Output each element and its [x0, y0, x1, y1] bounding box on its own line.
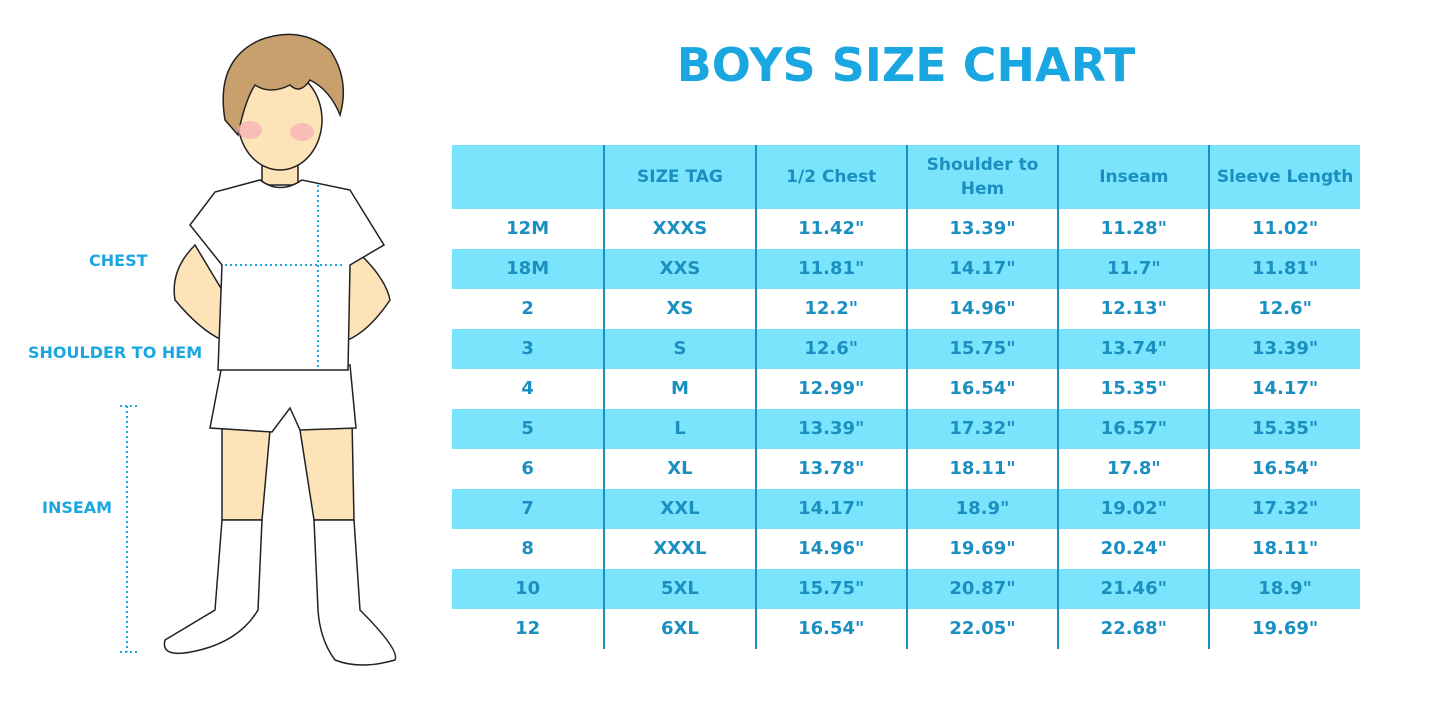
- table-cell: 11.81": [1208, 249, 1359, 289]
- table-cell: 19.69": [905, 529, 1057, 569]
- table-cell: 14.17": [905, 249, 1057, 289]
- table-cell: 18M: [506, 258, 550, 279]
- table-cell: 15.75": [905, 329, 1057, 369]
- table-cell: 18.11": [905, 449, 1057, 489]
- table-cell: 14.17": [754, 489, 906, 529]
- table-cell: 5XL: [603, 569, 754, 609]
- page-title: BOYS SIZE CHART: [676, 38, 1136, 92]
- table-row: 6 XL 13.78" 18.11" 17.8" 16.54": [452, 449, 1360, 489]
- table-cell: 14.17": [1208, 369, 1359, 409]
- table-cell: 19.69": [1208, 609, 1359, 649]
- table-cell: XXXS: [603, 209, 754, 249]
- table-header-row: SIZE TAG 1/2 Chest Shoulder to Hem Insea…: [452, 145, 1360, 209]
- table-cell: 7: [521, 498, 534, 519]
- header-cell: SIZE TAG: [603, 145, 754, 209]
- table-cell: 14.96": [905, 289, 1057, 329]
- table-row: 10 5XL 15.75" 20.87" 21.46" 18.9": [452, 569, 1360, 609]
- table-cell: 12.13": [1057, 289, 1208, 329]
- table-cell: 17.32": [1208, 489, 1359, 529]
- table-cell: 11.81": [754, 249, 906, 289]
- table-cell: 6: [521, 458, 534, 479]
- table-row: 5 L 13.39" 17.32" 16.57" 15.35": [452, 409, 1360, 449]
- table-cell: 17.32": [905, 409, 1057, 449]
- table-cell: 12: [515, 618, 541, 639]
- header-cell: Shoulder to Hem: [905, 145, 1057, 209]
- header-cell: [452, 145, 603, 209]
- table-cell: 13.78": [754, 449, 906, 489]
- table-cell: 22.68": [1057, 609, 1208, 649]
- table-cell: XXS: [603, 249, 754, 289]
- table-cell: 10: [515, 578, 541, 599]
- table-cell: S: [603, 329, 754, 369]
- table-cell: 16.54": [754, 609, 906, 649]
- table-cell: 20.87": [905, 569, 1057, 609]
- header-cell: 1/2 Chest: [754, 145, 906, 209]
- chest-label: CHEST: [89, 251, 148, 270]
- table-cell: 6XL: [603, 609, 754, 649]
- table-cell: 16.54": [905, 369, 1057, 409]
- table-cell: 12.99": [754, 369, 906, 409]
- table-cell: 5: [521, 418, 534, 439]
- table-cell: 11.02": [1208, 209, 1359, 249]
- table-cell: XL: [603, 449, 754, 489]
- table-cell: 13.74": [1057, 329, 1208, 369]
- table-cell: 15.35": [1208, 409, 1359, 449]
- table-cell: 11.28": [1057, 209, 1208, 249]
- table-row: 18M XXS 11.81" 14.17" 11.7" 11.81": [452, 249, 1360, 289]
- table-cell: 11.42": [754, 209, 906, 249]
- table-cell: 20.24": [1057, 529, 1208, 569]
- table-cell: 12.2": [754, 289, 906, 329]
- table-cell: 16.54": [1208, 449, 1359, 489]
- table-cell: 19.02": [1057, 489, 1208, 529]
- table-cell: 4: [521, 378, 534, 399]
- table-cell: 14.96": [754, 529, 906, 569]
- table-row: 3 S 12.6" 15.75" 13.74" 13.39": [452, 329, 1360, 369]
- table-row: 8 XXXL 14.96" 19.69" 20.24" 18.11": [452, 529, 1360, 569]
- table-cell: 15.35": [1057, 369, 1208, 409]
- table-cell: 22.05": [905, 609, 1057, 649]
- table-cell: 13.39": [905, 209, 1057, 249]
- table-cell: 21.46": [1057, 569, 1208, 609]
- table-cell: 16.57": [1057, 409, 1208, 449]
- table-cell: 2: [521, 298, 534, 319]
- table-row: 12M XXXS 11.42" 13.39" 11.28" 11.02": [452, 209, 1360, 249]
- boy-figure-illustration: [120, 33, 397, 666]
- size-table: SIZE TAG 1/2 Chest Shoulder to Hem Insea…: [452, 145, 1360, 649]
- header-cell: Sleeve Length: [1208, 145, 1359, 209]
- table-cell: 13.39": [1208, 329, 1359, 369]
- table-cell: 15.75": [754, 569, 906, 609]
- table-cell: 8: [521, 538, 534, 559]
- table-row: 12 6XL 16.54" 22.05" 22.68" 19.69": [452, 609, 1360, 649]
- table-cell: L: [603, 409, 754, 449]
- table-row: 4 M 12.99" 16.54" 15.35" 14.17": [452, 369, 1360, 409]
- table-cell: XXL: [603, 489, 754, 529]
- inseam-label: INSEAM: [42, 498, 113, 517]
- table-cell: 3: [521, 338, 534, 359]
- table-cell: 18.11": [1208, 529, 1359, 569]
- table-cell: 12.6": [754, 329, 906, 369]
- table-cell: 11.7": [1057, 249, 1208, 289]
- table-cell: XXXL: [603, 529, 754, 569]
- table-cell: 18.9": [905, 489, 1057, 529]
- shoulder-to-hem-label: SHOULDER TO HEM: [28, 343, 203, 362]
- table-cell: 12M: [506, 218, 550, 239]
- table-row: 7 XXL 14.17" 18.9" 19.02" 17.32": [452, 489, 1360, 529]
- table-cell: 13.39": [754, 409, 906, 449]
- table-cell: 17.8": [1057, 449, 1208, 489]
- table-cell: 18.9": [1208, 569, 1359, 609]
- table-cell: 12.6": [1208, 289, 1359, 329]
- table-cell: XS: [603, 289, 754, 329]
- table-cell: M: [603, 369, 754, 409]
- table-row: 2 XS 12.2" 14.96" 12.13" 12.6": [452, 289, 1360, 329]
- header-cell: Inseam: [1057, 145, 1208, 209]
